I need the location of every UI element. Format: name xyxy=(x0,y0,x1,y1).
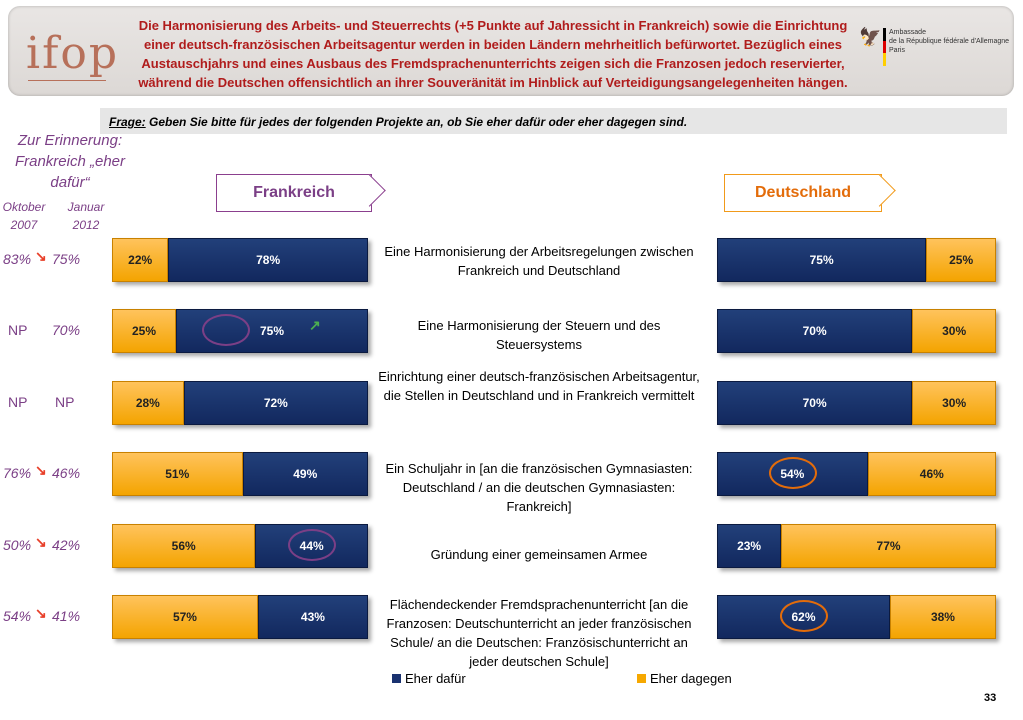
highlight-circle-germany-6 xyxy=(780,600,828,632)
bar-france-dafuer-4: 49% xyxy=(242,452,368,496)
question-text: Frage: Geben Sie bitte für jedes der fol… xyxy=(109,115,688,129)
highlight-circle-france-2 xyxy=(202,314,250,346)
bar-france-6: 57% 43% xyxy=(112,595,368,639)
bar-france-dagegen-5: 56% xyxy=(112,524,256,568)
logo-underline xyxy=(28,80,106,81)
category-label-4: Ein Schuljahr in [an die französischen G… xyxy=(385,461,693,514)
bar-france-dafuer-1: 78% xyxy=(168,238,368,282)
bar-germany-dafuer-1: 75% xyxy=(717,238,927,282)
bar-germany-dafuer-2: 70% xyxy=(717,309,913,353)
reminder-title: Zur Erinnerung: Frankreich „eher dafür“ xyxy=(14,132,126,191)
bar-france-dafuer-3: 72% xyxy=(183,381,368,425)
history-2012-6: 41% xyxy=(52,608,81,624)
legend-dafuer: Eher dafür xyxy=(392,670,466,686)
bar-germany-dagegen-1: 25% xyxy=(926,238,996,282)
page-number: 33 xyxy=(984,692,997,704)
category-label-6: Flächendeckender Fremdsprachenunterricht… xyxy=(386,597,692,669)
history-2007-4: 76% xyxy=(3,465,32,481)
german-flag-icon xyxy=(883,28,886,66)
bar-germany-dagegen-3: 30% xyxy=(912,381,996,425)
trend-down-arrow-icon-4: ↘ xyxy=(35,462,47,478)
legend-label-dafuer: Eher dafür xyxy=(405,670,466,686)
bar-germany-dafuer-3: 70% xyxy=(717,381,913,425)
bar-germany-dagegen-6: 38% xyxy=(889,595,996,639)
history-2012-4: 46% xyxy=(52,465,81,481)
bar-france-1: 22% 78% xyxy=(112,238,368,282)
history-2007-6: 54% xyxy=(3,608,32,624)
ifop-logo: ifop xyxy=(26,28,120,79)
country-header-germany: Deutschland xyxy=(724,174,882,212)
history-2012-5: 42% xyxy=(52,537,81,553)
history-2012-3: NP xyxy=(55,394,75,410)
trend-down-arrow-icon-5: ↘ xyxy=(35,534,47,550)
bar-germany-1: 75% 25% xyxy=(717,238,996,282)
bar-germany-4: 54% 46% xyxy=(717,452,996,496)
period-januar-2012: Januar 2012 xyxy=(67,200,105,232)
legend-label-dagegen: Eher dagegen xyxy=(650,670,732,686)
history-2007-5: 50% xyxy=(3,537,32,553)
bar-germany-dagegen-5: 77% xyxy=(781,524,996,568)
bar-germany-3: 70% 30% xyxy=(717,381,996,425)
legend-swatch-dagegen xyxy=(637,673,646,683)
trend-down-arrow-icon-1: ↘ xyxy=(35,248,47,264)
bar-france-dagegen-4: 51% xyxy=(112,452,243,496)
country-header-france: Frankreich xyxy=(216,174,372,212)
bar-france-dagegen-3: 28% xyxy=(112,381,184,425)
bar-germany-2: 70% 30% xyxy=(717,309,996,353)
bar-germany-dafuer-5: 23% xyxy=(717,524,782,568)
category-label-2: Eine Harmonisierung der Steuern und des … xyxy=(417,318,661,352)
bar-france-dagegen-2: 25% xyxy=(112,309,176,353)
bar-france-dagegen-6: 57% xyxy=(112,595,258,639)
period-oktober-2007: Oktober 2007 xyxy=(2,200,46,232)
highlight-circle-france-5 xyxy=(287,529,336,561)
category-label-5: Gründung einer gemeinsamen Armee xyxy=(430,547,648,562)
embassy-logo: 🦅 Ambassade de la République fédérale d'… xyxy=(859,26,1019,66)
legend-swatch-dafuer xyxy=(392,673,401,683)
trend-down-arrow-icon-6: ↘ xyxy=(35,605,47,621)
eagle-icon: 🦅 xyxy=(859,27,882,47)
bar-germany-6: 62% 38% xyxy=(717,595,996,639)
bar-france-3: 28% 72% xyxy=(112,381,368,425)
headline: Die Harmonisierung des Arbeits- und Steu… xyxy=(138,18,848,90)
bar-france-dafuer-6: 43% xyxy=(257,595,368,639)
header-banner: ifop Die Harmonisierung des Arbeits- und… xyxy=(8,6,1014,96)
category-label-3: Einrichtung einer deutsch-französischen … xyxy=(378,369,700,403)
category-label-1: Eine Harmonisierung der Arbeitsregelunge… xyxy=(384,244,694,278)
bar-france-dagegen-1: 22% xyxy=(112,238,169,282)
history-2007-2: NP xyxy=(8,322,28,338)
legend-dagegen: Eher dagegen xyxy=(637,670,732,686)
bar-germany-5: 23% 77% xyxy=(717,524,996,568)
highlight-circle-germany-4 xyxy=(769,457,817,489)
history-2007-3: NP xyxy=(8,394,28,410)
bar-france-4: 51% 49% xyxy=(112,452,368,496)
history-2007-1: 83% xyxy=(3,251,32,267)
question-bar: Frage: Geben Sie bitte für jedes der fol… xyxy=(100,108,1007,134)
history-2012-2: 70% xyxy=(52,322,81,338)
bar-germany-dagegen-4: 46% xyxy=(867,452,996,496)
bar-germany-dagegen-2: 30% xyxy=(912,309,996,353)
trend-up-arrow-icon-2: ↗ xyxy=(309,317,321,333)
embassy-text: Ambassade de la République fédérale d'Al… xyxy=(889,29,1010,54)
history-2012-1: 75% xyxy=(52,251,81,267)
